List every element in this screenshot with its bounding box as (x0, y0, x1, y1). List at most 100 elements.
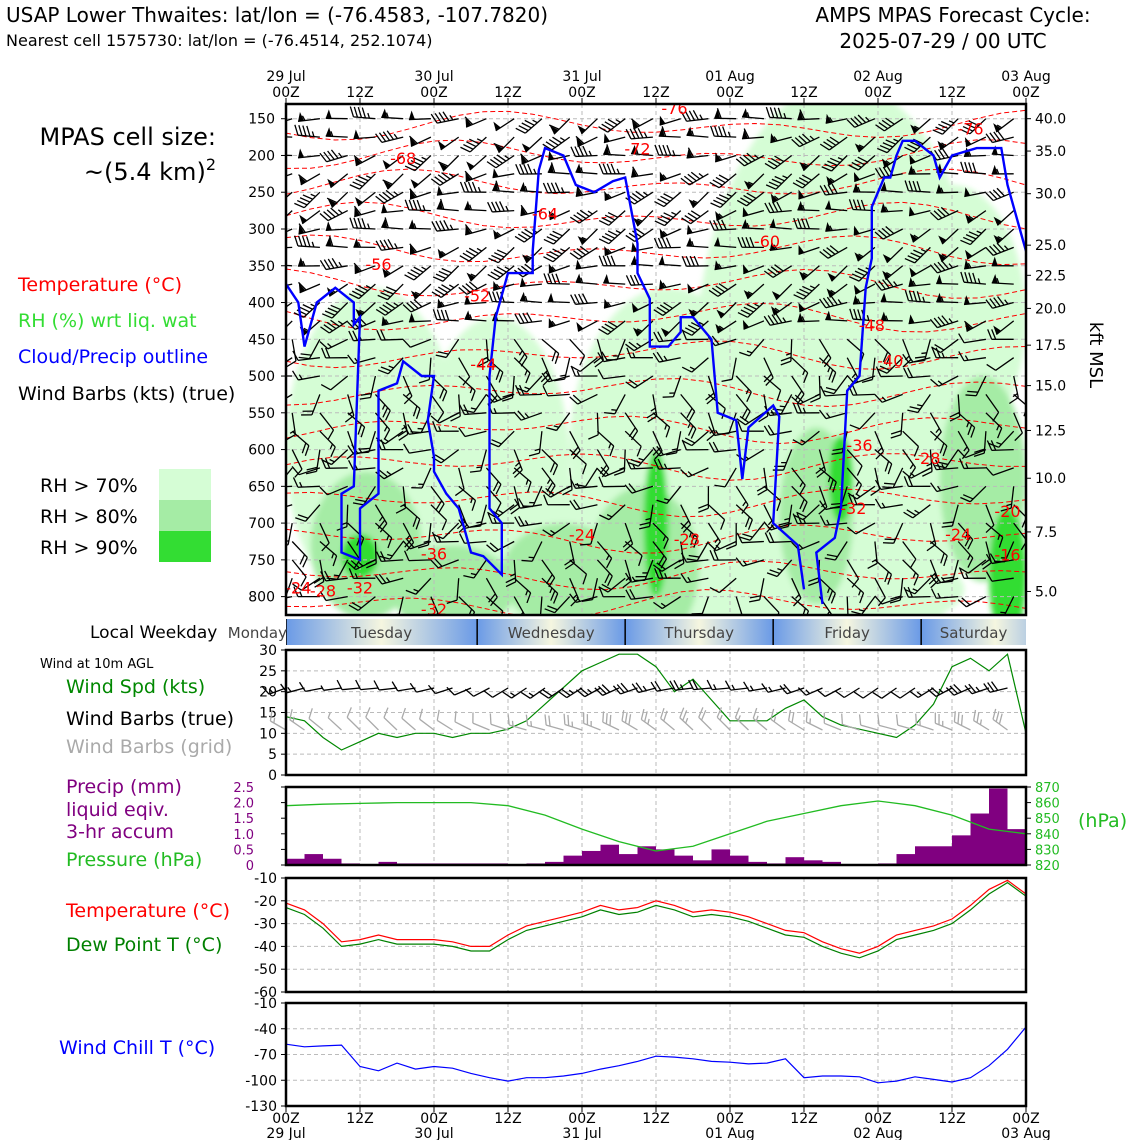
barb-half (276, 479, 281, 484)
y-tick-label: -10 (254, 996, 277, 1012)
surface-wind-barb-grid (619, 710, 643, 730)
barb-full (437, 310, 442, 320)
barb-full (413, 200, 417, 210)
barb-full (269, 278, 275, 289)
barb-half (617, 169, 619, 174)
upper-wind-barb (562, 339, 587, 365)
barb-pennant (602, 132, 610, 142)
barb-full (520, 164, 524, 174)
cell-size-value: ~(5.4 km)2 (84, 155, 216, 186)
y-tick-label: -70 (254, 1048, 277, 1064)
barb-staff (309, 719, 323, 730)
barb-full (294, 125, 299, 135)
upper-wind-barb (991, 112, 1014, 132)
pressure-tick-label: 700 (248, 516, 275, 532)
barb-staff (686, 246, 708, 248)
upper-wind-barb (353, 238, 375, 247)
barb-staff (512, 688, 527, 698)
barb-full (433, 309, 438, 319)
top-time-hour: 00Z (420, 85, 447, 101)
barb-pennant (270, 239, 276, 248)
barb-full (469, 712, 477, 723)
pressure-tick-label: 550 (248, 406, 275, 422)
pressure-tick-label: 250 (248, 185, 275, 201)
barb-staff (879, 725, 896, 730)
barb-staff (548, 172, 570, 174)
upper-wind-barb (603, 144, 626, 155)
barb-staff (292, 339, 296, 361)
barb-half (699, 173, 703, 178)
barb-staff (954, 722, 970, 730)
top-time-hour: 00Z (568, 85, 595, 101)
barb-staff (699, 717, 712, 730)
upper-wind-barb (381, 108, 404, 118)
barb-full (492, 291, 496, 301)
upper-wind-barb (520, 182, 543, 192)
barb-staff (271, 174, 292, 181)
precip-tick-label: 2.0 (233, 797, 254, 812)
barb-full (381, 708, 391, 718)
barb-staff (273, 394, 292, 405)
barb-half (273, 363, 277, 368)
surface-wind-barb-true (410, 678, 434, 693)
barb-staff (384, 718, 397, 730)
barb-staff (277, 321, 293, 337)
upper-wind-barb (460, 240, 487, 264)
upper-wind-barb (488, 258, 514, 282)
weekday-name: Tuesday (350, 624, 412, 642)
weekday-name: Thursday (663, 624, 734, 642)
surface-wind-barb-grid (875, 715, 899, 730)
temperature-contour-label: -40 (877, 351, 903, 370)
barb-half (577, 371, 579, 376)
bottom-time-hour: 12Z (494, 1111, 521, 1127)
height-tick-label: 15.0 (1035, 379, 1066, 395)
barb-pennant (326, 109, 332, 118)
surface-wind-barb-grid (714, 707, 737, 730)
barb-half (395, 243, 398, 248)
pressure-tick-label: 830 (1035, 843, 1060, 858)
chart-title-left: USAP Lower Thwaites: lat/lon = (-76.4583… (6, 3, 548, 27)
barb-staff (324, 688, 342, 690)
bottom-time-hour: 00Z (568, 1111, 595, 1127)
surface-wind-barb-true (321, 683, 341, 691)
upper-wind-barb (270, 127, 292, 137)
upper-wind-barb (657, 275, 680, 289)
upper-wind-barb (629, 110, 653, 129)
barb-staff (570, 339, 585, 355)
precip-tick-label: 0.5 (233, 843, 254, 858)
top-time-date: 01 Aug (705, 69, 755, 85)
y-tick-label: -30 (254, 917, 277, 933)
barb-staff (464, 319, 486, 321)
barb-staff (898, 725, 915, 730)
barb-full (451, 711, 459, 722)
barb-full (353, 107, 358, 117)
barb-staff (528, 725, 545, 730)
barb-half (275, 150, 277, 155)
precip-bar (712, 849, 731, 865)
temperature-contour-label: -32 (840, 499, 866, 518)
wind-barbs-grid-legend: Wind Barbs (grid) (66, 736, 232, 758)
barb-half (339, 152, 342, 157)
upper-wind-barb (296, 275, 320, 293)
barb-full (667, 145, 671, 155)
height-tick-label: 17.5 (1035, 338, 1066, 354)
weekday-bar-label: Local Weekday (90, 623, 217, 643)
upper-wind-barb (435, 240, 459, 259)
barb-full (603, 256, 607, 266)
surface-wind-barb-true (854, 680, 878, 701)
surface-wind-barb-true (447, 679, 471, 697)
legend-rh90-label: RH > 90% (40, 537, 138, 559)
surface-wind-barb-grid (416, 709, 440, 730)
barb-full (626, 275, 630, 285)
pressure-tick-label: 200 (248, 148, 275, 164)
barb-full (607, 256, 611, 266)
y-tick-label: -40 (254, 939, 277, 955)
barb-full (546, 716, 553, 727)
surface-wind-barb-grid (599, 711, 623, 730)
barb-staff (861, 725, 878, 730)
barb-pennant (353, 129, 360, 138)
temperature-contour-label: -36 (421, 545, 447, 564)
barb-staff (496, 119, 514, 131)
barb-full (570, 251, 579, 262)
upper-wind-barb (574, 313, 598, 331)
